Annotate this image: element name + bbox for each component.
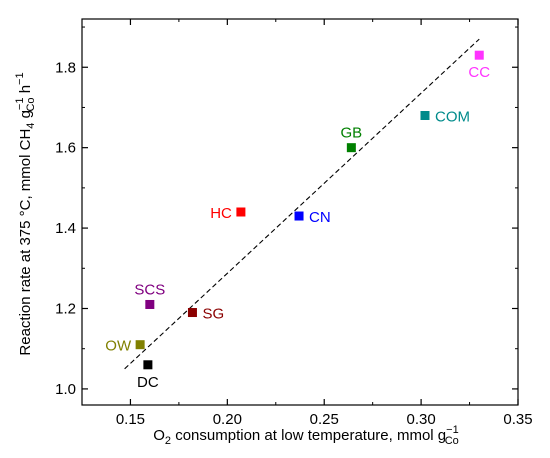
- y-tick-label: 1.6: [55, 140, 76, 157]
- data-points: CC COM GB CN HC SCS SG OW DC: [105, 50, 490, 391]
- trendline-group: [124, 38, 480, 370]
- point-cc-marker: [474, 50, 484, 60]
- plot-frame: [81, 18, 519, 406]
- point-ow-label: OW: [105, 338, 132, 355]
- x-tick-label: 0.25: [310, 411, 339, 428]
- point-sg-marker: [187, 308, 197, 318]
- point-dc-marker: [143, 360, 153, 370]
- point-gb-marker: [346, 143, 356, 153]
- x-axis-label: O2 consumption at low temperature, mmol …: [153, 424, 459, 447]
- point-gb-label: GB: [341, 125, 363, 142]
- point-hc-label: HC: [210, 205, 232, 222]
- trendline: [124, 38, 480, 370]
- x-tick-label: 0.20: [213, 411, 242, 428]
- point-com-marker: [420, 111, 430, 120]
- point-scs-marker: [145, 299, 155, 309]
- x-tick-label: 0.35: [503, 411, 532, 428]
- y-tick-label: 1.8: [55, 59, 76, 76]
- x-tick-label: 0.30: [407, 411, 436, 428]
- y-tick-label: 1.2: [55, 301, 76, 318]
- y-tick-label: 1.0: [55, 381, 76, 398]
- point-cc-label: CC: [468, 64, 490, 81]
- y-axis-label: Reaction rate at 375 °C, mmol CH4 g−1Co …: [14, 72, 37, 355]
- point-cn-label: CN: [309, 209, 331, 226]
- point-sg-label: SG: [202, 306, 224, 323]
- point-cn-marker: [294, 211, 304, 221]
- point-hc-marker: [236, 207, 246, 217]
- point-scs-label: SCS: [134, 281, 165, 298]
- x-tick-label: 0.15: [116, 411, 145, 428]
- point-dc-label: DC: [137, 374, 159, 391]
- point-ow-marker: [135, 340, 145, 350]
- y-tick-label: 1.4: [55, 220, 76, 237]
- point-com-label: COM: [435, 109, 470, 126]
- tick-marks: [82, 19, 519, 405]
